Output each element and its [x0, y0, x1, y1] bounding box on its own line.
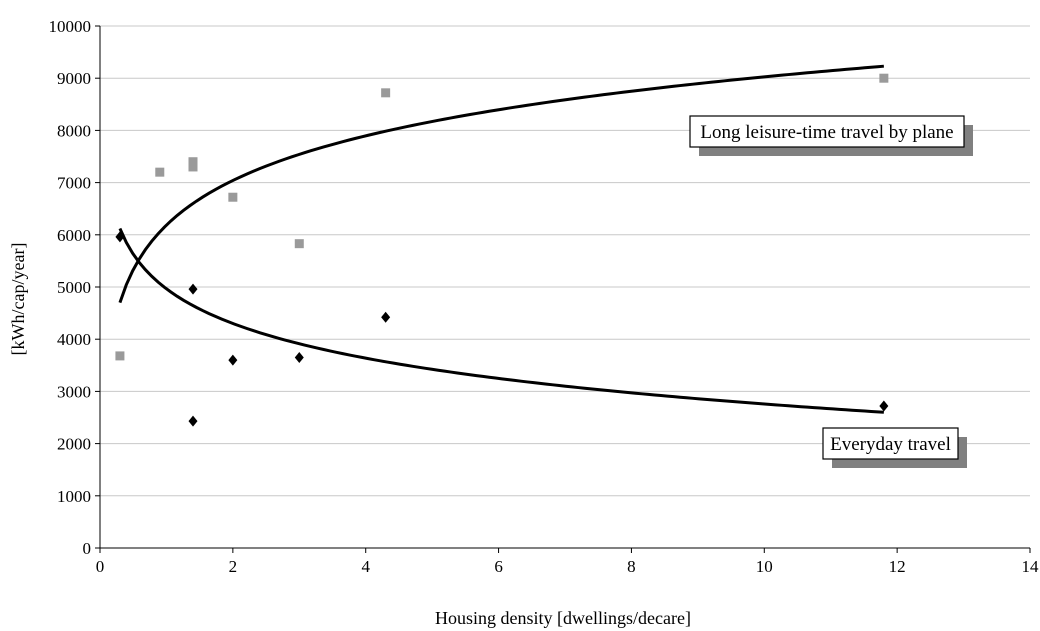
x-tick-label: 6: [494, 557, 503, 576]
data-point-diamond: [879, 400, 889, 412]
grid: [100, 25, 1030, 497]
trend-lines: [118, 64, 884, 414]
data-point-square: [294, 239, 304, 249]
y-tick-label: 10000: [49, 17, 92, 36]
x-tick-label: 4: [361, 557, 370, 576]
data-point-square: [188, 157, 198, 167]
tick-labels: 0100020003000400050006000700080009000100…: [49, 17, 1040, 576]
x-axis-title: Housing density [dwellings/decare]: [435, 608, 691, 628]
data-point-diamond: [381, 311, 391, 323]
x-tick-label: 12: [889, 557, 906, 576]
data-points: [115, 73, 889, 427]
series-label: Long leisure-time travel by plane: [700, 122, 953, 143]
data-point-diamond: [294, 351, 304, 363]
y-tick-label: 4000: [57, 330, 91, 349]
y-tick-label: 0: [83, 539, 92, 558]
series-labels: Long leisure-time travel by plane Everyda…: [689, 115, 973, 468]
data-point-square: [155, 167, 165, 177]
y-tick-label: 7000: [57, 174, 91, 193]
series-label: Everyday travel: [830, 434, 951, 455]
x-tick-label: 8: [627, 557, 636, 576]
y-tick-label: 9000: [57, 69, 91, 88]
data-point-square: [381, 88, 391, 98]
data-point-diamond: [228, 354, 238, 366]
y-tick-label: 2000: [57, 435, 91, 454]
data-point-diamond: [115, 231, 125, 243]
axes: [95, 25, 1031, 553]
x-tick-label: 10: [756, 557, 773, 576]
y-tick-label: 1000: [57, 487, 91, 506]
y-tick-label: 8000: [57, 121, 91, 140]
series-label-box: Long leisure-time travel by plane: [689, 115, 973, 156]
label-frame: [822, 427, 959, 460]
y-axis-title: [kWh/cap/year]: [8, 243, 28, 356]
x-tick-label: 0: [96, 557, 105, 576]
y-tick-label: 3000: [57, 382, 91, 401]
data-point-square: [188, 162, 198, 172]
trend-line-0: [118, 64, 884, 304]
x-tick-label: 14: [1022, 557, 1040, 576]
trend-line-1: [118, 227, 884, 414]
series-label-box: Everyday travel: [822, 427, 967, 468]
label-frame: [689, 115, 965, 148]
data-point-diamond: [188, 415, 198, 427]
y-tick-label: 6000: [57, 226, 91, 245]
data-point-square: [115, 351, 125, 361]
data-point-diamond: [188, 283, 198, 295]
data-point-square: [879, 73, 889, 83]
y-tick-label: 5000: [57, 278, 91, 297]
data-point-square: [228, 192, 238, 202]
x-tick-label: 2: [229, 557, 238, 576]
